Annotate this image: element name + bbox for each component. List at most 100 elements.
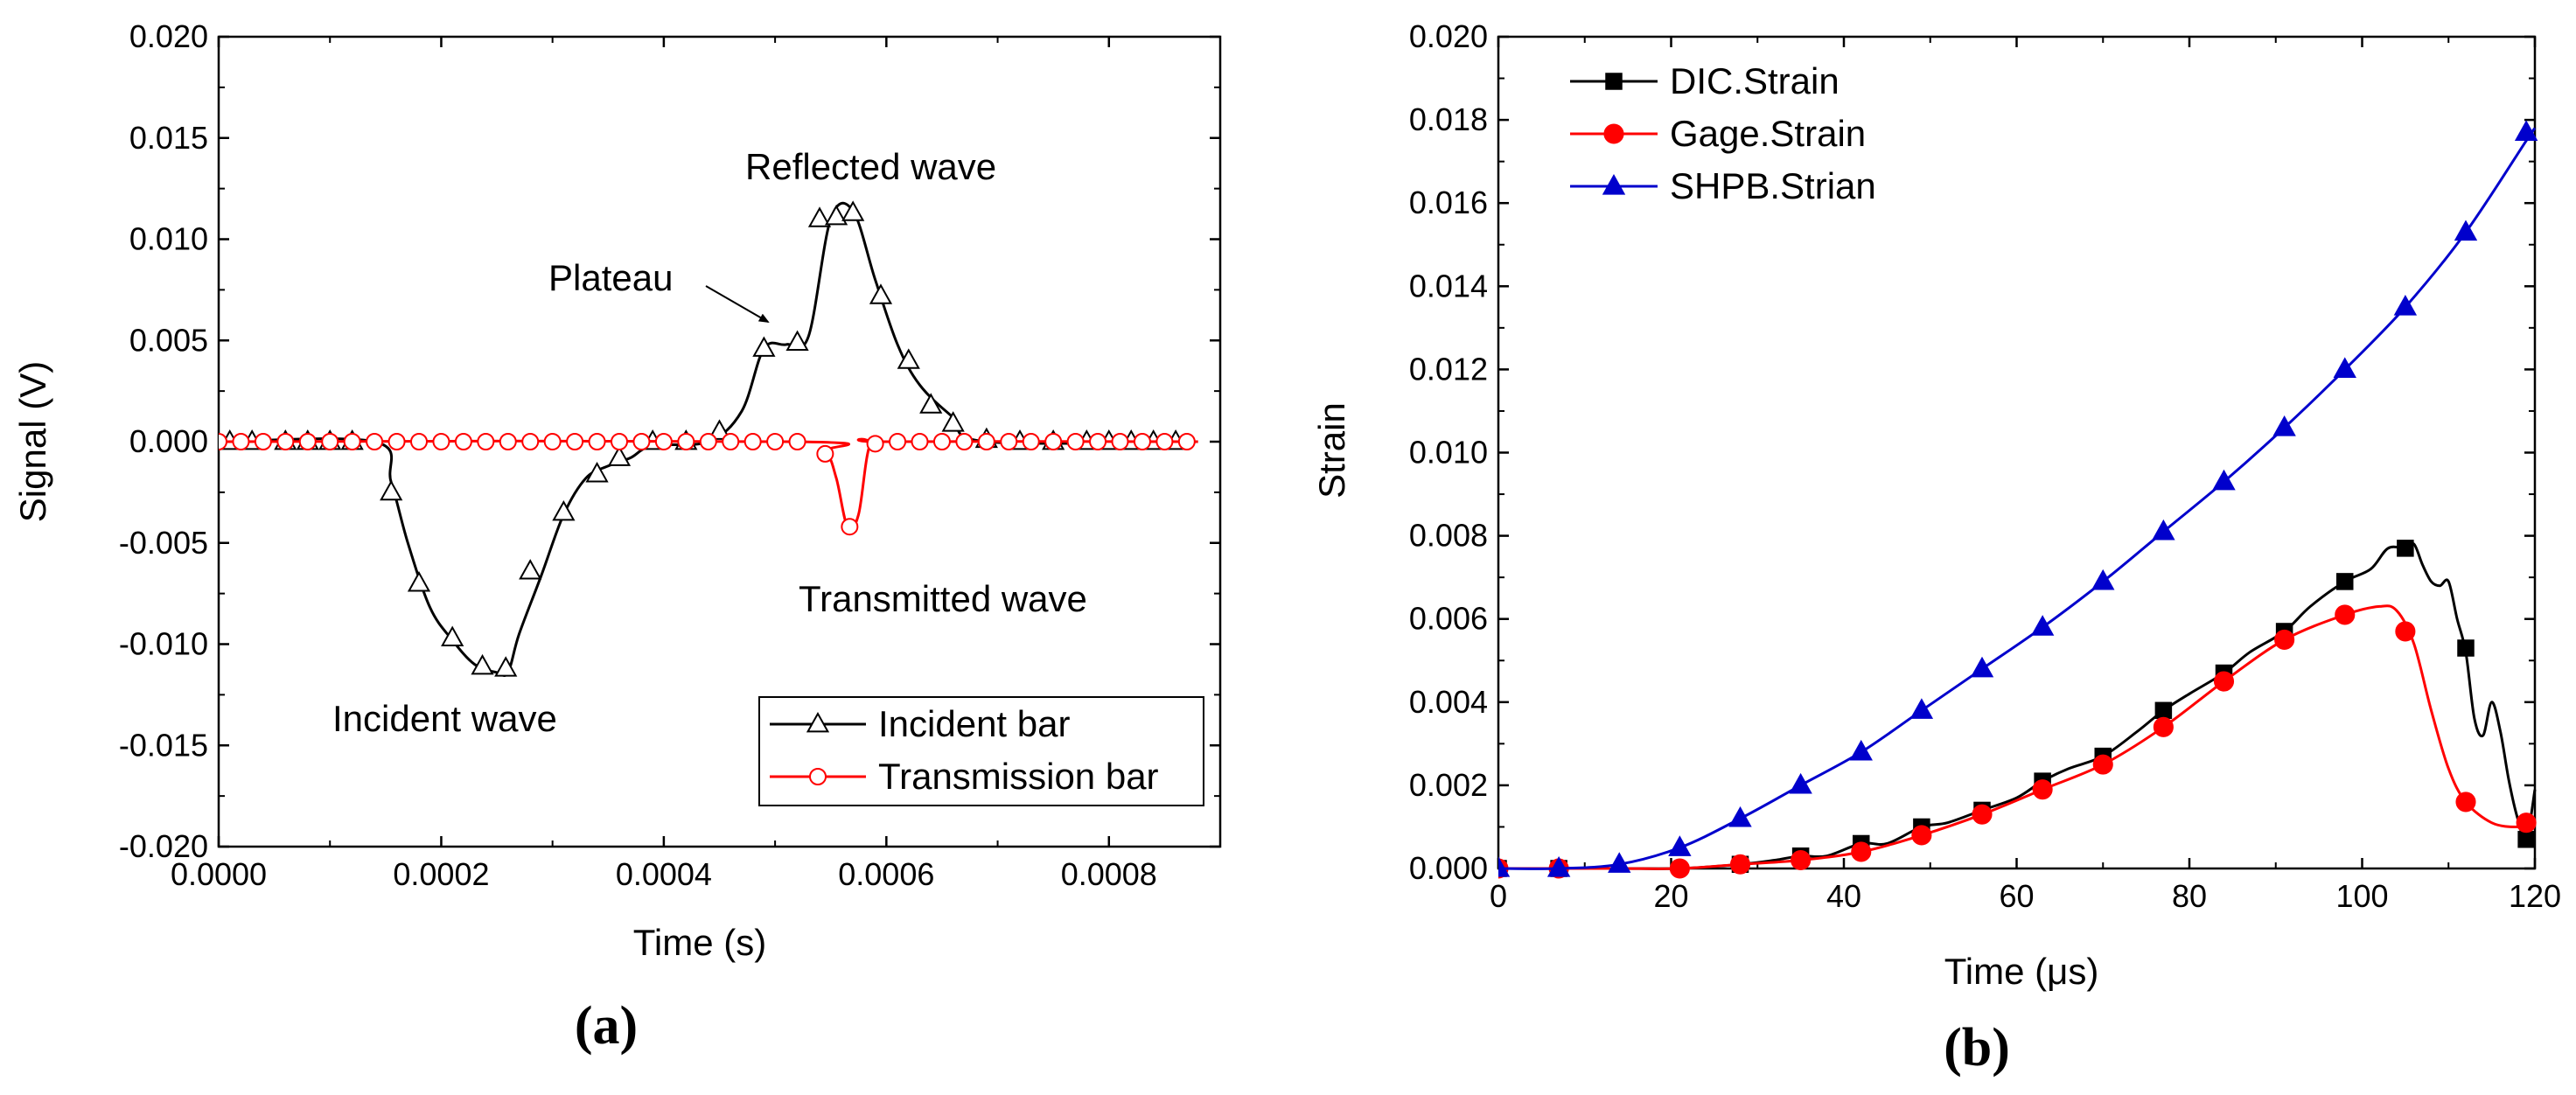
panel-b-data-point <box>1728 806 1752 827</box>
panel-b-xtick-label: 60 <box>1999 878 2034 914</box>
panel-b-data-point <box>1729 854 1751 875</box>
panel-b-data-point <box>2395 621 2416 642</box>
panel-b-data-point <box>2092 754 2113 775</box>
panel-b-ytick-label: 0.008 <box>1409 518 1488 554</box>
panel-a-data-point <box>841 200 865 221</box>
panel-a-xlabel: Time (s) <box>633 922 766 963</box>
panel-a-data-point <box>543 433 562 450</box>
panel-a-data-point <box>632 433 651 450</box>
panel-b-data-point <box>2457 639 2475 657</box>
panel-b-data-point <box>2030 615 2055 636</box>
panel-a-ytick-label: -0.010 <box>119 626 208 662</box>
panel-b-data-point <box>2153 716 2174 737</box>
panel-b-data-point <box>2335 604 2356 625</box>
panel-b-legend-label: SHPB.Strian <box>1670 165 1876 206</box>
panel-a-data-point <box>869 283 893 304</box>
annotation-plateau: Plateau <box>548 257 673 298</box>
panel-a-legend-label: Incident bar <box>878 703 1070 744</box>
panel-a-ytick-label: 0.000 <box>129 423 208 459</box>
panel-a-ytick-label: -0.020 <box>119 828 208 864</box>
panel-a-data-point <box>407 571 431 592</box>
panel-a-data-point <box>841 518 859 536</box>
panel-b-legend-label: DIC.Strain <box>1670 60 1840 101</box>
panel-b-xlabel: Time (μs) <box>1944 951 2099 992</box>
panel-a-data-point <box>889 433 907 450</box>
panel-b-data-point <box>1972 804 1993 825</box>
panel-b-ytick-label: 0.018 <box>1409 101 1488 137</box>
panel-b-data-point <box>2393 295 2418 316</box>
panel-a-data-point <box>752 336 776 357</box>
panel-a-data-point <box>519 559 542 580</box>
panel-b-data-point <box>2397 540 2414 557</box>
panel-a-data-point <box>1111 433 1129 450</box>
panel-a-data-point <box>955 433 974 450</box>
panel-b-legend-marker <box>1605 73 1623 90</box>
panel-b-data-point <box>1851 841 1872 862</box>
panel-a-data-point <box>788 433 806 450</box>
panel-a-data-point <box>380 479 403 501</box>
panel-b-ytick-label: 0.012 <box>1409 351 1488 387</box>
panel-b-data-point <box>2517 830 2535 848</box>
panel-a-data-point <box>785 330 809 351</box>
panel-b-ytick-label: 0.004 <box>1409 684 1488 720</box>
panel-a-data-point <box>366 433 384 450</box>
panel-b-data-point <box>2336 573 2354 590</box>
panel-a-data-point <box>932 433 951 450</box>
panel-b-data-point <box>1669 858 1690 879</box>
panel-a-data-point <box>1066 433 1085 450</box>
panel-b-data-point <box>2212 469 2236 491</box>
panel-a-data-point <box>897 348 920 369</box>
panel-b-series-1 <box>1498 604 2537 879</box>
panel-b-xtick-label: 100 <box>2335 878 2388 914</box>
panel-b-data-point <box>1909 698 1934 719</box>
panel-a-ytick-label: 0.005 <box>129 322 208 358</box>
panel-a-data-point <box>911 433 929 450</box>
panel-b-ytick-label: 0.002 <box>1409 767 1488 803</box>
panel-b-plot-frame <box>1497 35 2537 870</box>
panel-b-ytick-label: 0.010 <box>1409 435 1488 471</box>
panel-b-data-point <box>2516 813 2537 833</box>
panel-a-series-1 <box>219 433 1198 536</box>
panel-a-data-point <box>494 656 518 677</box>
panel-a-data-point <box>276 433 295 450</box>
panel-a-data-point <box>387 433 406 450</box>
panel-a-ytick-label: -0.005 <box>119 525 208 561</box>
panel-b-data-point <box>2455 792 2476 813</box>
panel-b-xtick-label: 40 <box>1826 878 1861 914</box>
annotation-incident-wave: Incident wave <box>332 698 557 739</box>
panel-a-data-point <box>722 433 740 450</box>
panel-b-legend-marker <box>1603 123 1624 144</box>
panel-b-data-point <box>2032 779 2053 800</box>
panel-b-series-0 <box>1498 540 2537 877</box>
panel-a-legend-marker <box>806 711 830 733</box>
panel-a-data-point <box>1177 433 1196 450</box>
panel-a-data-point <box>454 433 472 450</box>
panel-b-data-point <box>1546 855 1571 877</box>
panel-b-series-line <box>1498 127 2537 870</box>
annotation-reflected-wave: Reflected wave <box>745 146 996 187</box>
panel-b-legend-label: Gage.Strain <box>1670 113 1866 154</box>
panel-a-data-point <box>1000 433 1018 450</box>
panel-b-ytick-label: 0.016 <box>1409 185 1488 220</box>
panel-a-data-point <box>743 433 762 450</box>
panel-a-data-point <box>432 433 450 450</box>
panel-a-data-point <box>471 653 494 675</box>
panel-a-ytick-label: 0.015 <box>129 120 208 156</box>
panel-a-data-point <box>343 433 361 450</box>
panel-b-xtick-label: 20 <box>1653 878 1688 914</box>
panel-a-data-point <box>607 445 632 466</box>
panel-b-data-point <box>2152 519 2175 541</box>
panel-a-data-point <box>588 433 606 450</box>
panel-b-data-point <box>1608 852 1631 873</box>
panel-a-data-point <box>521 433 540 450</box>
panel-b-data-point <box>1849 739 1873 761</box>
panel-a-data-point <box>611 433 628 450</box>
panel-b-ytick-label: 0.006 <box>1409 601 1488 637</box>
panel-b-data-point <box>2091 568 2115 590</box>
panel-b-data-point <box>2274 629 2295 651</box>
panel-a: Signal (V) Time (s) Reflected wave Plate… <box>12 18 1222 1056</box>
panel-a-data-point <box>1089 433 1107 450</box>
panel-a-xtick-label: 0.0008 <box>1061 856 1157 892</box>
panel-a-ytick-label: 0.020 <box>129 18 208 54</box>
panel-a-series-line <box>219 437 1198 531</box>
